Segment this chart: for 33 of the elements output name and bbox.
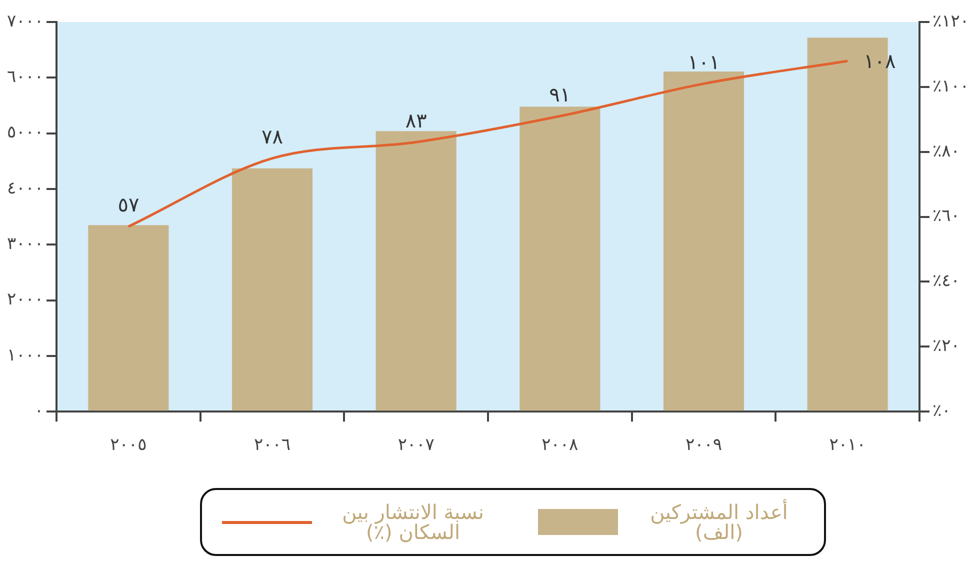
y2-tick-label: ٪١٠٠ — [932, 76, 970, 96]
y2-tick-label: ٪١٢٠ — [932, 11, 970, 32]
bar — [520, 106, 600, 411]
data-label: ٥٧ — [118, 192, 140, 217]
data-label: ٧٨ — [262, 124, 284, 149]
x-tick-label: ٢٠٠٧ — [398, 435, 434, 456]
y-tick-label: ٧٠٠٠ — [6, 11, 44, 32]
y-tick-label: ٤٠٠٠ — [6, 178, 44, 198]
data-label: ٩١ — [549, 82, 571, 106]
x-tick-label: ٢٠٠٦ — [254, 435, 291, 456]
y-tick-label: ٢٠٠٠ — [6, 290, 44, 310]
y2-tick-label: ٪٠ — [932, 401, 951, 422]
y2-tick-label: ٪٨٠ — [932, 141, 960, 162]
x-tick-label: ٢٠٠٩ — [685, 435, 722, 456]
y-tick-label: ٣٠٠٠ — [6, 234, 44, 254]
y-tick-label: ٥٠٠٠ — [6, 122, 44, 143]
legend-label: أعداد المشتركين (الف) — [649, 500, 789, 544]
bar — [88, 225, 169, 411]
y2-tick-label: ٪٤٠ — [932, 271, 960, 292]
x-tick-label: ٢٠٠٥ — [110, 435, 147, 456]
y2-tick-label: ٪٢٠ — [932, 336, 960, 356]
x-tick-label: ٢٠٠٨ — [542, 435, 578, 456]
legend-label: نسبة الانتشار بين السكان (٪) — [341, 500, 485, 544]
y-tick-label: ٦٠٠٠ — [6, 67, 44, 88]
data-label: ٨٣ — [405, 108, 428, 132]
x-tick-label: ٢٠١٠ — [829, 435, 866, 456]
y2-tick-label: ٪٦٠ — [932, 206, 960, 226]
data-label: ١٠١ — [688, 50, 720, 74]
y-tick-label: ٠ — [34, 401, 44, 422]
bar — [232, 168, 313, 411]
bar — [376, 131, 456, 411]
bar — [663, 72, 744, 411]
y-tick-label: ١٠٠٠ — [6, 345, 44, 366]
